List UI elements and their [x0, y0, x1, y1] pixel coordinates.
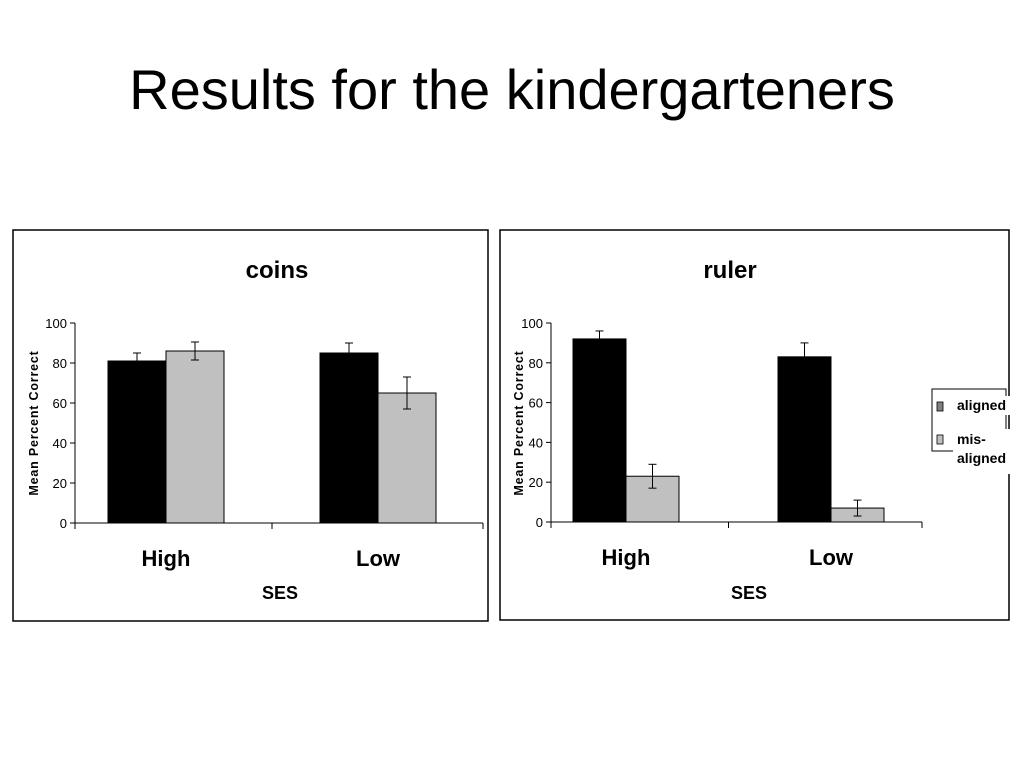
- chart-coins: coins 0 20 40 60 80 100 Mean Percent Correct Hig…: [12, 229, 489, 622]
- bar-aligned-low: [777, 356, 832, 523]
- x-category-label: Low: [809, 545, 854, 570]
- bar-misaligned-low: [377, 392, 437, 524]
- y-tick-label: 0: [60, 516, 67, 531]
- x-category-label: High: [142, 546, 191, 571]
- y-tick-label: 80: [53, 356, 67, 371]
- y-tick-label: 20: [529, 475, 543, 490]
- x-axis-title: SES: [731, 583, 767, 603]
- bar-misaligned-high: [165, 350, 225, 524]
- legend-label-bg: [953, 396, 1018, 415]
- y-tick-label: 40: [53, 436, 67, 451]
- chart-title: coins: [246, 257, 309, 284]
- legend-swatch-misaligned: [936, 434, 944, 445]
- y-tick-label: 60: [529, 396, 543, 411]
- x-category-label: High: [602, 545, 651, 570]
- y-tick-label: 20: [53, 476, 67, 491]
- chart-title: ruler: [703, 257, 756, 284]
- legend-label-line: aligned: [957, 450, 1006, 466]
- x-axis-title: SES: [262, 583, 298, 603]
- y-tick-label: 60: [53, 396, 67, 411]
- y-tick-label: 80: [529, 356, 543, 371]
- legend-label-line: mis-: [957, 431, 986, 447]
- legend-label-aligned: aligned: [957, 397, 1006, 413]
- legend-label-misaligned: mis-aligned: [957, 431, 1006, 466]
- y-tick-label: 100: [521, 316, 543, 331]
- y-axis-title: Mean Percent Correct: [27, 350, 41, 495]
- bar-aligned-high: [572, 338, 627, 523]
- y-tick-label: 40: [529, 435, 543, 450]
- y-tick-label: 0: [536, 515, 543, 530]
- page-title: Results for the kindergarteners: [129, 58, 895, 121]
- legend-swatch-aligned: [936, 401, 944, 412]
- y-axis-title: Mean Percent Correct: [512, 350, 526, 495]
- x-category-label: Low: [356, 546, 401, 571]
- bar-aligned-low: [319, 352, 379, 524]
- chart-ruler: ruler 0 20 40 60 80 100 Mean Percent Correct Hig…: [499, 229, 1018, 621]
- legend-label-bg: [953, 429, 1018, 474]
- y-tick-label: 100: [45, 316, 67, 331]
- bar-aligned-high: [107, 360, 167, 524]
